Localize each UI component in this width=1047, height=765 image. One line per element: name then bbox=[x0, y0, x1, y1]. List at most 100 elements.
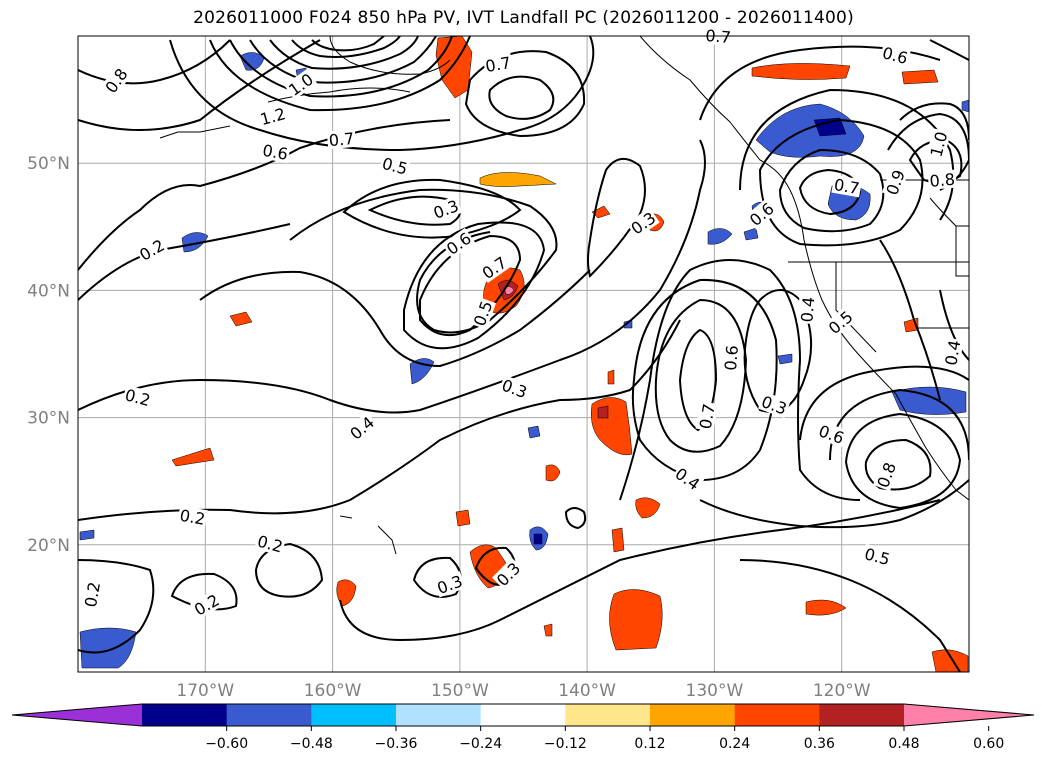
map-panel: 0.8 1.01.20.70.60.50.70.70.60.30.60.70.50… bbox=[77, 25, 970, 673]
lon-label-150w: 150°W bbox=[431, 681, 489, 701]
contour-label-background bbox=[100, 63, 132, 98]
colorbar-tick-label: 0.24 bbox=[719, 736, 750, 752]
contour-label-background bbox=[121, 384, 154, 410]
contour-label-background bbox=[879, 42, 912, 68]
pv-positive-patch bbox=[455, 509, 471, 527]
colorbar-segment bbox=[311, 704, 397, 726]
lat-label-20n: 20°N bbox=[27, 536, 70, 556]
longitude-labels: 170°W 160°W 150°W 140°W 130°W 120°W bbox=[176, 681, 870, 701]
colorbar-tick-label: 0.60 bbox=[973, 736, 1004, 752]
pv-positive-patch bbox=[931, 649, 969, 672]
pv-negative-patch bbox=[527, 425, 541, 439]
contour-label-background bbox=[429, 195, 463, 223]
pv-positive-patch bbox=[543, 623, 553, 637]
pv-positive-patch bbox=[901, 69, 939, 85]
pv-positive-patch bbox=[545, 464, 561, 482]
contour-label-background bbox=[326, 128, 357, 150]
contour-label-background bbox=[441, 227, 476, 259]
pv-positive-patch bbox=[751, 63, 851, 80]
contour-label-background bbox=[254, 531, 287, 556]
contour-label: 0.6 bbox=[261, 141, 289, 164]
contour-label-background bbox=[797, 294, 818, 325]
coastlines bbox=[159, 36, 969, 555]
colorbar-segment bbox=[819, 704, 905, 726]
colorbar-segment bbox=[142, 704, 228, 726]
contour-label-background bbox=[259, 140, 291, 164]
contour-label-background bbox=[189, 589, 224, 620]
colorbar-extend-low bbox=[12, 704, 142, 726]
contour-label-background bbox=[477, 252, 511, 283]
contour-label-background bbox=[626, 207, 660, 239]
latitude-labels: 50°N 40°N 30°N 20°N bbox=[27, 154, 70, 556]
contour-label: 0.7 bbox=[484, 53, 512, 76]
pv-negative-patch bbox=[755, 103, 865, 158]
pv-positive-patch bbox=[635, 497, 661, 519]
pv-negative-patch bbox=[533, 533, 543, 545]
contour-label: 0.6 bbox=[721, 344, 742, 371]
colorbar-tick-label: −0.36 bbox=[375, 736, 418, 752]
contour-labels: 0.8 1.01.20.70.60.50.70.70.60.30.60.70.50… bbox=[80, 25, 965, 620]
pv-positive-patch bbox=[609, 589, 663, 651]
contour-label-background bbox=[177, 505, 208, 529]
contour-label: 0.7 bbox=[833, 175, 861, 198]
colorbar-tick-label: −0.60 bbox=[205, 736, 248, 752]
contour-label-background bbox=[927, 169, 958, 190]
pv-negative-patch bbox=[777, 353, 793, 365]
contour-label-background bbox=[482, 52, 514, 76]
contour-label-background bbox=[135, 234, 169, 265]
contour-label: 0.4 bbox=[797, 296, 818, 323]
pv-negative-patch bbox=[181, 232, 209, 253]
contour-label-background bbox=[345, 411, 379, 444]
contour-label: 0.2 bbox=[81, 580, 104, 608]
pv-positive-patch bbox=[805, 599, 847, 616]
pv-positive-patch bbox=[229, 311, 253, 327]
colorbar-segment bbox=[480, 704, 566, 726]
contour-label-background bbox=[469, 297, 497, 330]
pv-negative-patch bbox=[813, 117, 847, 137]
colorbar-tick-label: −0.48 bbox=[290, 736, 333, 752]
contour-label-background bbox=[873, 458, 900, 492]
colorbar-segment bbox=[396, 704, 482, 726]
contour-label: 0.2 bbox=[178, 506, 206, 529]
map-frame bbox=[77, 35, 970, 673]
pv-negative-patch bbox=[743, 227, 759, 241]
pv-positive-patch bbox=[479, 172, 557, 187]
contour-label-background bbox=[926, 128, 951, 160]
contour-label-background bbox=[671, 463, 705, 495]
contour-label-background bbox=[758, 391, 791, 419]
lon-label-130w: 130°W bbox=[686, 681, 744, 701]
contour-label-background bbox=[379, 153, 411, 179]
graticule bbox=[78, 36, 969, 672]
contour-label-background bbox=[881, 166, 909, 199]
contour-label-background bbox=[284, 68, 318, 100]
pv-positive-patch bbox=[611, 527, 625, 553]
plot-title: 2026011000 F024 850 hPa PV, IVT Landfall… bbox=[193, 8, 854, 28]
colorbar-tick-label: 0.36 bbox=[804, 736, 835, 752]
contour-label-background bbox=[491, 557, 525, 591]
colorbar-tick-label: −0.24 bbox=[459, 736, 502, 752]
contour-label-background bbox=[433, 570, 466, 598]
contour-label-background bbox=[695, 400, 719, 432]
lat-label-30n: 30°N bbox=[27, 409, 70, 429]
lon-label-140w: 140°W bbox=[558, 681, 616, 701]
colorbar-segment bbox=[734, 704, 820, 726]
pv-negative-patch bbox=[79, 529, 95, 541]
lat-label-50n: 50°N bbox=[27, 154, 70, 174]
colorbar-outline bbox=[11, 703, 1035, 727]
contour-label-background bbox=[498, 375, 531, 402]
contour-label-background bbox=[256, 103, 289, 129]
colorbar-segment bbox=[565, 704, 651, 726]
contour-label-background bbox=[745, 198, 779, 230]
colorbar-tick-label: 0.48 bbox=[888, 736, 919, 752]
pv-positive-patch bbox=[591, 205, 611, 219]
pv-positive-patch bbox=[607, 369, 615, 385]
pv-positive-patch bbox=[597, 405, 609, 419]
pv-negative-patch bbox=[961, 99, 969, 113]
pv-negative-patch bbox=[79, 627, 137, 669]
contour-label-background bbox=[941, 337, 964, 369]
lon-label-120w: 120°W bbox=[813, 681, 871, 701]
contour-label-background bbox=[80, 579, 104, 610]
pv-negative-patch bbox=[707, 228, 733, 245]
colorbar: −0.60 −0.48 −0.36 −0.24 −0.12 0.12 0.24 0.36 0.4… bbox=[11, 703, 1035, 752]
